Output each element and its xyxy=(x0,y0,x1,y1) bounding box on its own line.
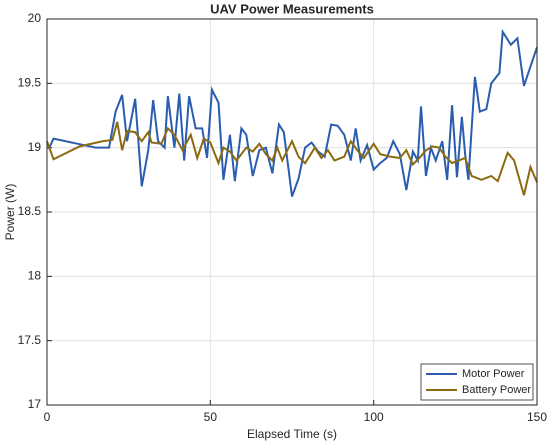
x-tick-label: 100 xyxy=(364,410,384,424)
x-tick-label: 0 xyxy=(44,410,51,424)
y-axis-label: Power (W) xyxy=(3,184,17,241)
y-tick-label: 18.5 xyxy=(18,204,42,218)
y-tick-label: 18 xyxy=(28,269,42,283)
y-tick-label: 20 xyxy=(28,11,42,25)
x-axis-label: Elapsed Time (s) xyxy=(247,427,337,441)
y-tick-label: 19 xyxy=(28,140,42,154)
legend-label: Motor Power xyxy=(462,368,525,380)
x-tick-label: 150 xyxy=(527,410,547,424)
legend-label: Battery Power xyxy=(462,384,531,396)
y-tick-label: 17 xyxy=(28,397,42,411)
legend-box xyxy=(420,363,534,401)
axes-box xyxy=(46,18,538,406)
chart-title: UAV Power Measurements xyxy=(210,1,374,16)
data-line xyxy=(46,121,538,196)
x-tick-label: 50 xyxy=(204,410,218,424)
y-tick-label: 19.5 xyxy=(18,76,42,90)
y-tick-label: 17.5 xyxy=(18,333,42,347)
